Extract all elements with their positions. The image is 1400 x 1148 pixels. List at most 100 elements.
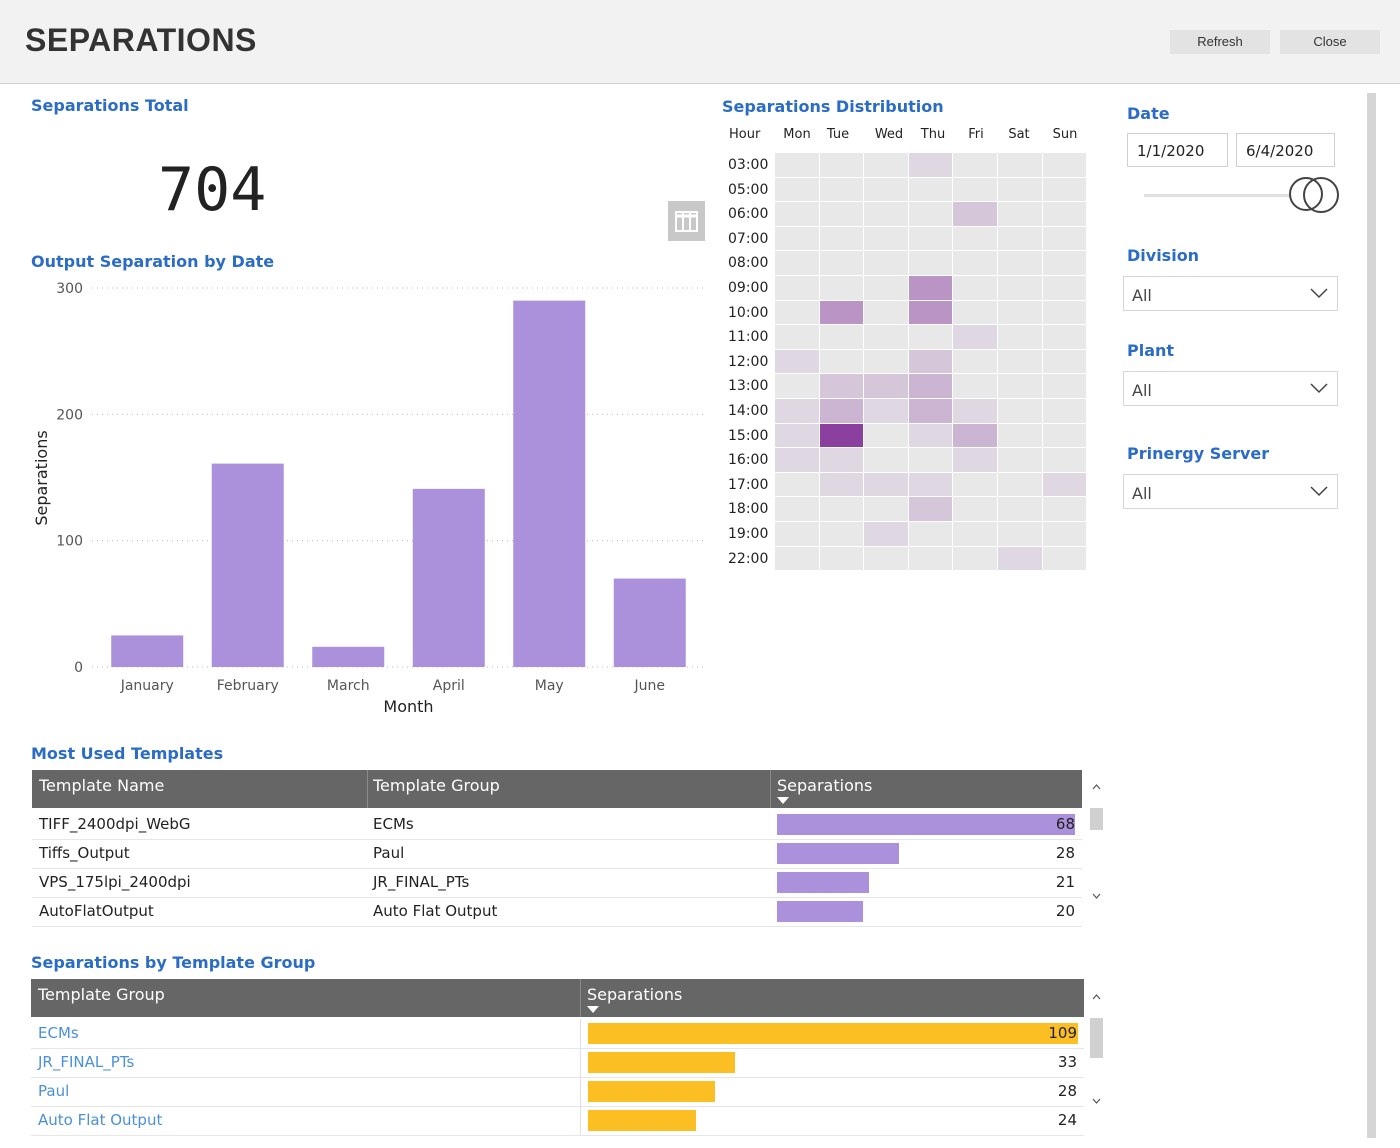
sort-descending-icon[interactable] <box>587 1006 599 1014</box>
page-scrollbar[interactable] <box>1367 93 1376 1138</box>
template-group-link[interactable]: JR_FINAL_PTs <box>38 1053 135 1071</box>
bar-february <box>211 463 284 667</box>
heatmap-cell <box>864 300 908 325</box>
refresh-button[interactable]: Refresh <box>1170 30 1270 54</box>
close-button[interactable]: Close <box>1280 30 1380 54</box>
heatmap-cell <box>908 423 953 448</box>
y-tick-label: 200 <box>56 407 83 423</box>
heatmap-cell <box>998 251 1042 275</box>
scroll-thumb[interactable] <box>1090 808 1103 830</box>
heatmap-cell <box>1042 349 1087 374</box>
table-row[interactable]: JR_FINAL_PTs 33 <box>31 1048 1084 1078</box>
chart-title: Output Separation by Date <box>31 252 275 271</box>
templates-scrollbar[interactable] <box>1090 772 1103 912</box>
heatmap-cell <box>908 546 953 571</box>
heatmap-cell <box>998 374 1042 398</box>
heatmap-cell <box>775 300 819 325</box>
hour-label: 15:00 <box>728 427 769 444</box>
hour-label: 17:00 <box>728 476 769 493</box>
template-group-cell: ECMs <box>373 815 414 833</box>
heatmap-cell <box>953 374 997 398</box>
heatmap-cell <box>819 300 864 325</box>
heatmap-cell <box>775 177 819 202</box>
column-separator <box>770 770 771 808</box>
date-slider-track[interactable] <box>1144 194 1314 197</box>
separations-value: 68 <box>1055 815 1075 833</box>
heatmap-cell <box>1042 546 1087 571</box>
heatmap-cell <box>953 177 997 202</box>
heatmap-cell <box>864 448 908 472</box>
table-row[interactable]: VPS_175lpi_2400dpi JR_FINAL_PTs 21 <box>32 868 1082 898</box>
scroll-thumb[interactable] <box>1090 1018 1103 1058</box>
heatmap-cell <box>1042 202 1087 226</box>
template-group-link[interactable]: Paul <box>38 1082 70 1100</box>
sort-descending-icon[interactable] <box>777 797 789 805</box>
scroll-down-icon[interactable] <box>1090 1094 1103 1108</box>
column-separator <box>580 979 581 1017</box>
table-row[interactable]: Paul 28 <box>31 1077 1084 1107</box>
heatmap-cell <box>775 226 819 251</box>
heatmap-cell <box>775 448 819 472</box>
heatmap-cell <box>1042 177 1087 202</box>
hour-label: 13:00 <box>728 378 769 395</box>
table-row[interactable]: ECMs 109 <box>31 1019 1084 1049</box>
scroll-up-icon[interactable] <box>1090 780 1103 794</box>
template-group-link[interactable]: ECMs <box>38 1024 79 1042</box>
scroll-down-icon[interactable] <box>1090 889 1103 903</box>
division-dropdown-value: All <box>1132 286 1152 305</box>
template-group-cell: Auto Flat Output <box>373 902 498 920</box>
heatmap-cell <box>953 497 997 521</box>
scroll-up-icon[interactable] <box>1090 990 1103 1004</box>
server-dropdown[interactable]: All <box>1123 474 1338 509</box>
heatmap-cell <box>864 226 908 251</box>
heatmap-cell <box>908 448 953 472</box>
heatmap-cell <box>908 300 953 325</box>
hour-label: 09:00 <box>728 280 769 296</box>
table-row[interactable]: Auto Flat Output 24 <box>31 1106 1084 1136</box>
day-header: Sun <box>1052 127 1078 142</box>
heatmap-title: Separations Distribution <box>722 97 944 116</box>
separations-value: 21 <box>1055 873 1075 891</box>
column-separator <box>580 1077 581 1106</box>
date-from-input[interactable]: 1/1/2020 <box>1127 133 1228 167</box>
bar-january <box>111 635 184 667</box>
groups-scrollbar[interactable] <box>1090 982 1103 1122</box>
heatmap-cell <box>819 497 864 521</box>
column-header-template-name[interactable]: Template Name <box>39 776 165 795</box>
date-to-input[interactable]: 6/4/2020 <box>1236 133 1335 167</box>
heatmap-cell <box>1042 522 1087 546</box>
hour-label: 16:00 <box>728 452 769 469</box>
table-view-icon[interactable] <box>668 201 705 241</box>
heatmap-cell <box>775 546 819 571</box>
heatmap-cell <box>998 300 1042 325</box>
separations-bar <box>588 1110 696 1131</box>
separations-bar <box>588 1052 735 1073</box>
table-row[interactable]: Tiffs_Output Paul 28 <box>32 839 1082 869</box>
heatmap-cell <box>953 448 997 472</box>
table-row[interactable]: TIFF_2400dpi_WebG ECMs 68 <box>32 810 1082 840</box>
column-header-template-group[interactable]: Template Group <box>373 776 500 795</box>
x-tick-label: February <box>217 678 279 694</box>
template-group-link[interactable]: Auto Flat Output <box>38 1111 163 1129</box>
column-header-separations[interactable]: Separations <box>777 776 873 795</box>
column-header-template-group[interactable]: Template Group <box>38 985 165 1004</box>
hour-label: 14:00 <box>728 403 769 419</box>
heatmap-cell <box>864 472 908 497</box>
separations-value: 33 <box>1057 1053 1077 1071</box>
date-slider-handle-end[interactable] <box>1303 177 1339 213</box>
column-header-separations[interactable]: Separations <box>587 985 683 1004</box>
hour-label: 12:00 <box>728 353 769 370</box>
heatmap-cell <box>775 153 819 177</box>
output-separation-chart: 0 100 200 300 January February March April May Ju… <box>32 281 705 716</box>
table-row[interactable]: AutoFlatOutput Auto Flat Output 20 <box>32 897 1082 927</box>
plant-dropdown[interactable]: All <box>1123 371 1338 406</box>
column-separator <box>580 1106 581 1135</box>
templates-table-header: Template Name Template Group Separations <box>32 770 1082 808</box>
heatmap-cell <box>775 349 819 374</box>
division-dropdown[interactable]: All <box>1123 276 1338 311</box>
separations-value: 20 <box>1055 902 1075 920</box>
heatmap-cell <box>864 522 908 546</box>
chevron-down-icon <box>1310 383 1328 394</box>
separations-total-title: Separations Total <box>31 96 189 115</box>
heatmap-cell <box>819 349 864 374</box>
